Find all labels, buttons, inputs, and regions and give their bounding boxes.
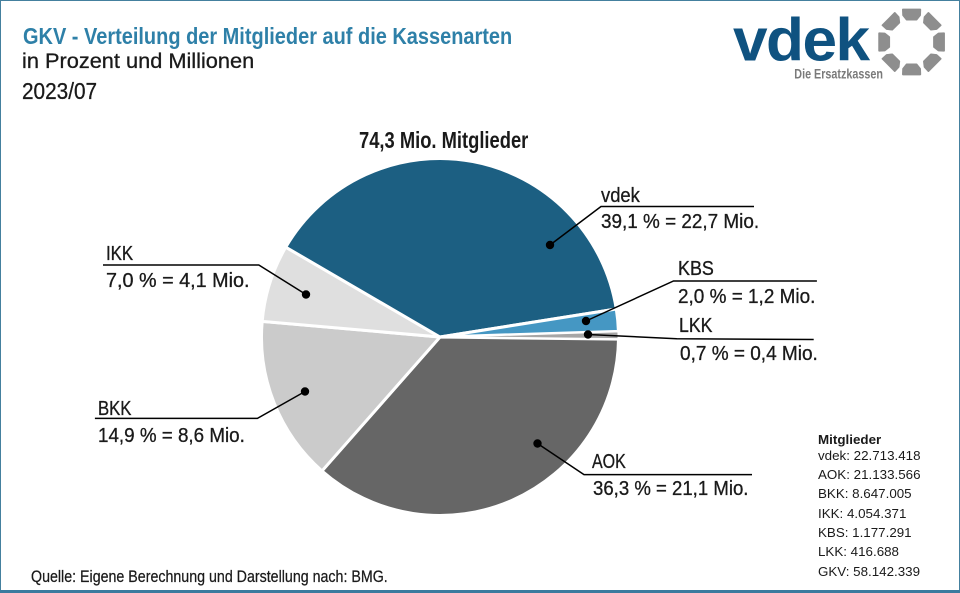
svg-text:vdek: vdek [733,7,871,74]
svg-text:Die Ersatzkassen: Die Ersatzkassen [794,66,883,82]
